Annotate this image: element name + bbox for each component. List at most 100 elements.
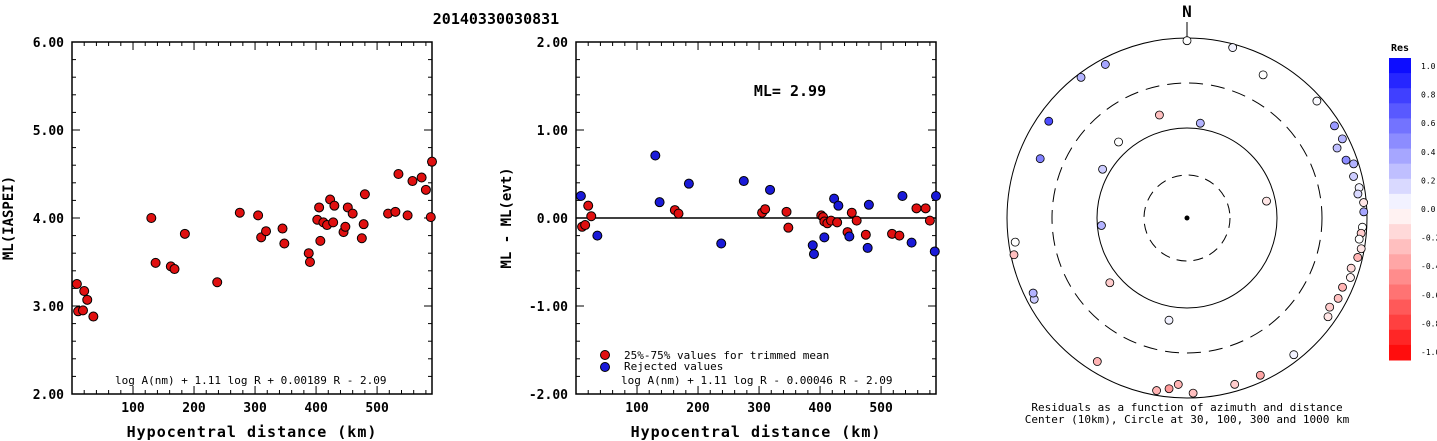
- residual-ticks: -2.00 -1.00 0.00 1.00 2.00 100 200 300 400 500: [529, 36, 936, 416]
- data-point: [71, 279, 82, 289]
- data-point: [650, 150, 661, 161]
- data-point: [683, 178, 694, 189]
- data-point: [359, 189, 370, 200]
- colorbar-swatch: [1389, 209, 1411, 225]
- colorbar-label: -0.4: [1421, 262, 1437, 271]
- station-marker: [1010, 237, 1020, 247]
- legend: 25%-75% values for trimmed mean Rejected…: [600, 349, 829, 373]
- ring-30km: [1143, 174, 1231, 262]
- station-marker: [1044, 116, 1054, 126]
- data-point: [716, 238, 727, 249]
- station-marker: [1359, 198, 1369, 207]
- residual-colorbar: Res 1.0 0.8 0.6 0.4 0.2 0.0 -0.2 -0.4 -0.6 -0.8 -1…: [1389, 43, 1437, 361]
- station-marker: [1105, 278, 1115, 288]
- station-marker: [1097, 221, 1106, 230]
- station-marker: [1341, 155, 1351, 165]
- data-point: [150, 257, 161, 268]
- residual-y-axis-label: ML - ML(evt): [499, 167, 515, 268]
- data-point: [929, 246, 940, 257]
- data-point: [425, 212, 436, 223]
- data-point: [79, 286, 90, 297]
- residual-points: [575, 150, 941, 260]
- data-point: [393, 169, 404, 179]
- x-tick-label: 200: [182, 401, 206, 416]
- colorbar-swatch: [1389, 284, 1411, 301]
- station-marker: [1349, 172, 1358, 181]
- data-point: [340, 221, 351, 232]
- data-point: [863, 199, 874, 210]
- colorbar-swatch: [1389, 269, 1411, 285]
- colorbar-swatch: [1389, 329, 1411, 346]
- data-point: [420, 184, 431, 195]
- data-point: [390, 206, 401, 217]
- station-marker: [1262, 196, 1271, 206]
- colorbar-swatch: [1389, 118, 1411, 134]
- y-tick-label: 1.00: [537, 124, 568, 139]
- data-point: [277, 223, 288, 234]
- data-point: [358, 219, 369, 230]
- x-tick-label: 300: [747, 401, 771, 416]
- data-point: [347, 208, 358, 219]
- colorbar-swatch: [1389, 224, 1411, 240]
- station-marker: [1332, 143, 1342, 153]
- station-marker: [1152, 386, 1161, 395]
- colorbar-label: 0.4: [1421, 148, 1436, 157]
- station-marker: [1155, 110, 1164, 120]
- station-marker: [1356, 244, 1366, 254]
- ring-100km: [1096, 127, 1278, 309]
- y-tick-label: 4.00: [33, 212, 64, 227]
- data-point: [234, 207, 245, 218]
- station-marker: [1346, 273, 1355, 282]
- data-point: [146, 213, 157, 223]
- data-point: [760, 204, 771, 215]
- station-marker: [1337, 134, 1347, 144]
- station-marker: [1195, 118, 1205, 128]
- station-marker: [1312, 96, 1322, 106]
- polar-caption-line2: Center (10km), Circle at 30, 100, 300 an…: [1025, 413, 1350, 426]
- x-tick-label: 300: [243, 401, 267, 416]
- data-point: [253, 210, 264, 221]
- data-point: [765, 184, 776, 195]
- residual-chart: -2.00 -1.00 0.00 1.00 2.00 100 200 300 400 500 ML…: [499, 36, 941, 441]
- colorbar-swatch: [1389, 299, 1411, 316]
- colorbar-swatch: [1389, 58, 1411, 74]
- magnitude-points: [71, 156, 437, 322]
- station-marker: [1330, 121, 1339, 131]
- data-point: [179, 228, 190, 239]
- colorbar-swatch: [1389, 254, 1411, 270]
- station-marker: [1182, 36, 1192, 46]
- data-point: [911, 203, 922, 214]
- ring-300km: [1051, 82, 1323, 354]
- data-point: [583, 200, 594, 211]
- station-marker: [1009, 250, 1019, 260]
- x-tick-label: 400: [808, 401, 832, 416]
- x-tick-label: 200: [686, 401, 710, 416]
- station-marker: [1035, 154, 1045, 164]
- magnitude-y-axis-label: ML(IASPEI): [1, 176, 17, 260]
- colorbar-label: -0.8: [1421, 319, 1437, 328]
- colorbar-title: Res: [1391, 43, 1409, 54]
- station-marker: [1173, 380, 1183, 389]
- station-marker: [1333, 293, 1343, 303]
- station-marker: [1338, 282, 1347, 292]
- station-marker: [1354, 234, 1364, 244]
- colorbar-label: -0.2: [1421, 234, 1437, 243]
- data-point: [808, 249, 819, 260]
- colorbar-swatch: [1389, 148, 1411, 165]
- data-point: [654, 197, 665, 208]
- station-marker: [1100, 60, 1110, 69]
- y-tick-label: -2.00: [529, 388, 568, 403]
- colorbar-swatch: [1389, 178, 1411, 195]
- x-tick-label: 400: [304, 401, 328, 416]
- magnitude-formula: log A(nm) + 1.11 log R + 0.00189 R - 2.0…: [115, 374, 387, 387]
- station-marker: [1349, 159, 1359, 169]
- azimuth-distance-plot: N Residuals as a function of azimuth and…: [1006, 2, 1369, 426]
- data-point: [315, 235, 326, 246]
- colorbar-label: -1.0: [1421, 348, 1437, 357]
- colorbar-label: 0.8: [1421, 91, 1436, 100]
- colorbar-label: 0.2: [1421, 176, 1436, 185]
- station-marker: [1289, 350, 1299, 360]
- north-label: N: [1182, 2, 1192, 21]
- colorbar-swatches: [1389, 58, 1411, 361]
- station-marker: [1076, 72, 1086, 82]
